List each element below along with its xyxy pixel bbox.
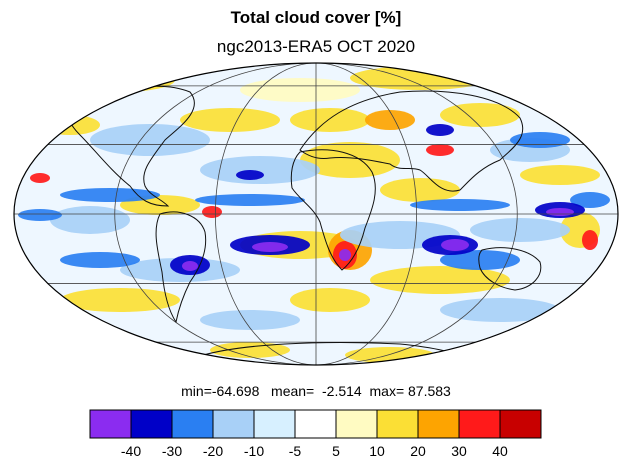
meridian-line: [214, 63, 317, 365]
legend-tick-label: 20: [410, 443, 426, 459]
mean-label: mean=: [271, 383, 315, 399]
legend-swatch: [294, 409, 337, 439]
anomaly-patch: [520, 165, 600, 185]
anomaly-patch: [60, 252, 140, 268]
statistics-line: min=-64.698 mean= -2.514 max= 87.583: [0, 383, 632, 399]
meridian-line: [315, 63, 418, 365]
coastline-eurasia: [299, 90, 523, 192]
legend-swatch: [171, 409, 214, 439]
coastline-north-america: [67, 85, 195, 207]
legend-swatch: [335, 409, 378, 439]
plot-subtitle: ngc2013-ERA5 OCT 2020: [216, 37, 416, 56]
anomaly-patch: [60, 288, 180, 312]
anomaly-patch: [370, 266, 510, 294]
anomaly-patch: [236, 170, 264, 180]
legend-swatch: [417, 409, 460, 439]
anomaly-patch: [426, 124, 454, 136]
legend-swatch: [499, 409, 542, 439]
min-label: min=: [181, 383, 212, 399]
legend-swatch: [458, 409, 501, 439]
anomaly-patch: [200, 156, 320, 184]
legend-swatch: [376, 409, 419, 439]
min-value: -64.698: [211, 383, 260, 399]
legend-swatch: [253, 409, 296, 439]
anomaly-patch: [570, 192, 610, 208]
legend-tick-label: 5: [332, 443, 340, 459]
legend-swatch: [212, 409, 255, 439]
anomaly-patch: [441, 239, 469, 251]
anomaly-patch: [510, 132, 570, 148]
anomaly-patch: [339, 249, 351, 261]
anomaly-patch: [30, 173, 50, 183]
coastlines: [67, 85, 542, 361]
legend-swatch: [89, 409, 132, 439]
anomaly-patch: [210, 342, 290, 358]
legend-tick-label: 10: [369, 443, 385, 459]
anomaly-patch: [182, 261, 198, 271]
legend-tick-label: -20: [203, 443, 223, 459]
legend-swatch: [130, 409, 173, 439]
anomaly-patch: [380, 178, 460, 202]
anomaly-patch: [410, 199, 510, 211]
mean-value: -2.514: [322, 383, 362, 399]
anomaly-patch: [240, 78, 360, 102]
legend-tick-label: -40: [121, 443, 141, 459]
coastline-africa: [290, 149, 376, 271]
anomaly-patch: [252, 242, 288, 252]
anomaly-patch: [180, 108, 280, 132]
anomaly-patch: [18, 209, 62, 221]
coastline-south-america: [155, 211, 207, 324]
anomaly-patch: [300, 142, 400, 178]
max-label: max=: [369, 383, 405, 399]
anomaly-patch: [290, 108, 370, 132]
anomaly-patch: [440, 298, 560, 322]
anomaly-patch: [470, 218, 570, 242]
legend-tick-label: -5: [289, 443, 302, 459]
max-value: 87.583: [408, 383, 451, 399]
anomaly-patch: [440, 250, 520, 270]
coastline-australia: [478, 247, 542, 291]
legend-tick-label: 30: [451, 443, 467, 459]
legend-tick-label: -30: [162, 443, 182, 459]
plot-title: Total cloud cover [%]: [230, 8, 402, 27]
anomaly-patch: [195, 194, 305, 206]
anomaly-patch: [90, 124, 210, 156]
legend-tick-label: -10: [244, 443, 264, 459]
anomaly-patch: [290, 288, 370, 312]
meridian-line: [315, 63, 518, 365]
legend-tick-label: 40: [492, 443, 508, 459]
anomaly-patch: [582, 230, 598, 250]
meridian-line: [114, 63, 317, 365]
anomaly-patch: [200, 310, 300, 330]
anomaly-patch: [60, 188, 160, 202]
anomaly-patch: [202, 206, 222, 218]
anomaly-patch: [50, 206, 130, 234]
globe-outline: [13, 62, 619, 366]
anomaly-patch: [426, 144, 454, 156]
anomaly-patch: [365, 110, 415, 130]
